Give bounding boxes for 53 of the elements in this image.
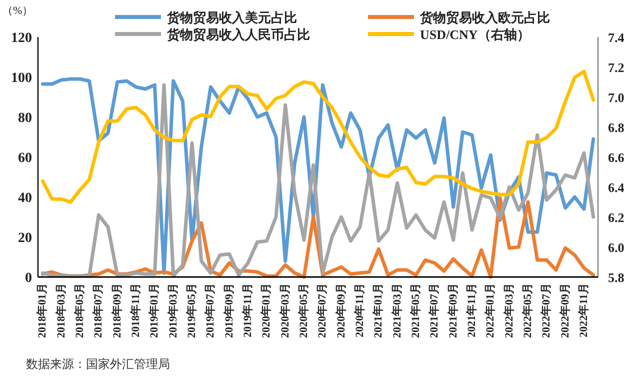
x-tick-label: 2021年07月 (428, 283, 441, 338)
x-tick-label: 2019年07月 (204, 283, 217, 338)
x-tick-label: 2018年05月 (73, 283, 86, 338)
source-note: 数据来源：国家外汇管理局 (26, 357, 170, 371)
legend-label: 货物贸易收入人民币占比 (166, 27, 310, 42)
y-tick-label: 20 (18, 231, 32, 246)
y2-tick-label: 6.6 (608, 150, 625, 165)
x-tick-label: 2018年01月 (36, 283, 49, 338)
line-series (40, 70, 596, 204)
x-tick-label: 2021年05月 (409, 283, 422, 338)
y-tick-label: 100 (11, 71, 32, 86)
x-tick-label: 2020年07月 (316, 283, 329, 338)
x-tick-label: 2021年09月 (446, 283, 460, 338)
legend-label: 货物贸易收入欧元占比 (419, 10, 550, 25)
x-tick-label: 2018年03月 (54, 283, 68, 338)
x-tick-label: 2019年09月 (222, 283, 236, 338)
y-axis-title: （%） (2, 5, 34, 17)
x-tick-label: 2021年03月 (390, 283, 404, 338)
x-tick-label: 2019年11月 (241, 283, 254, 338)
x-tick-label: 2018年09月 (110, 283, 124, 338)
x-tick-label: 2020年05月 (297, 283, 310, 338)
legend-label: USD/CNY（右轴） (420, 27, 530, 42)
x-tick-label: 2019年01月 (148, 283, 161, 338)
x-tick-label: 2021年11月 (465, 283, 478, 338)
y2-tick-label: 7.2 (608, 60, 624, 75)
y-tick-label: 0 (25, 271, 32, 286)
x-tick-label: 2022年11月 (577, 283, 590, 338)
y2-tick-label: 6.4 (608, 180, 625, 195)
x-tick-label: 2020年01月 (260, 283, 273, 338)
x-tick-label: 2020年03月 (278, 283, 292, 338)
x-tick-label: 2022年05月 (521, 283, 534, 338)
y2-tick-label: 6.0 (608, 240, 624, 255)
x-tick-label: 2022年09月 (558, 283, 572, 338)
y-tick-label: 60 (18, 151, 32, 166)
x-tick-label: 2020年11月 (353, 283, 366, 338)
y2-tick-label: 6.8 (608, 120, 625, 135)
x-tick-label: 2021年01月 (372, 283, 385, 338)
y2-tick-label: 7.4 (608, 30, 625, 45)
x-tick-label: 2022年03月 (502, 283, 516, 338)
x-tick-label: 2018年11月 (129, 283, 142, 338)
x-tick-label: 2019年05月 (185, 283, 198, 338)
y-tick-label: 80 (18, 111, 32, 126)
x-tick-label: 2022年07月 (540, 283, 553, 338)
x-tick-label: 2020年09月 (334, 283, 348, 338)
x-tick-label: 2018年07月 (92, 283, 105, 338)
y-tick-label: 40 (18, 191, 32, 206)
y2-tick-label: 6.2 (608, 210, 624, 225)
x-tick-label: 2019年03月 (166, 283, 180, 338)
y2-tick-label: 5.8 (608, 270, 625, 285)
y-tick-label: 120 (11, 31, 32, 46)
y2-tick-label: 7.0 (608, 90, 624, 105)
x-tick-label: 2022年01月 (484, 283, 497, 338)
legend-label: 货物贸易收入美元占比 (166, 10, 297, 25)
